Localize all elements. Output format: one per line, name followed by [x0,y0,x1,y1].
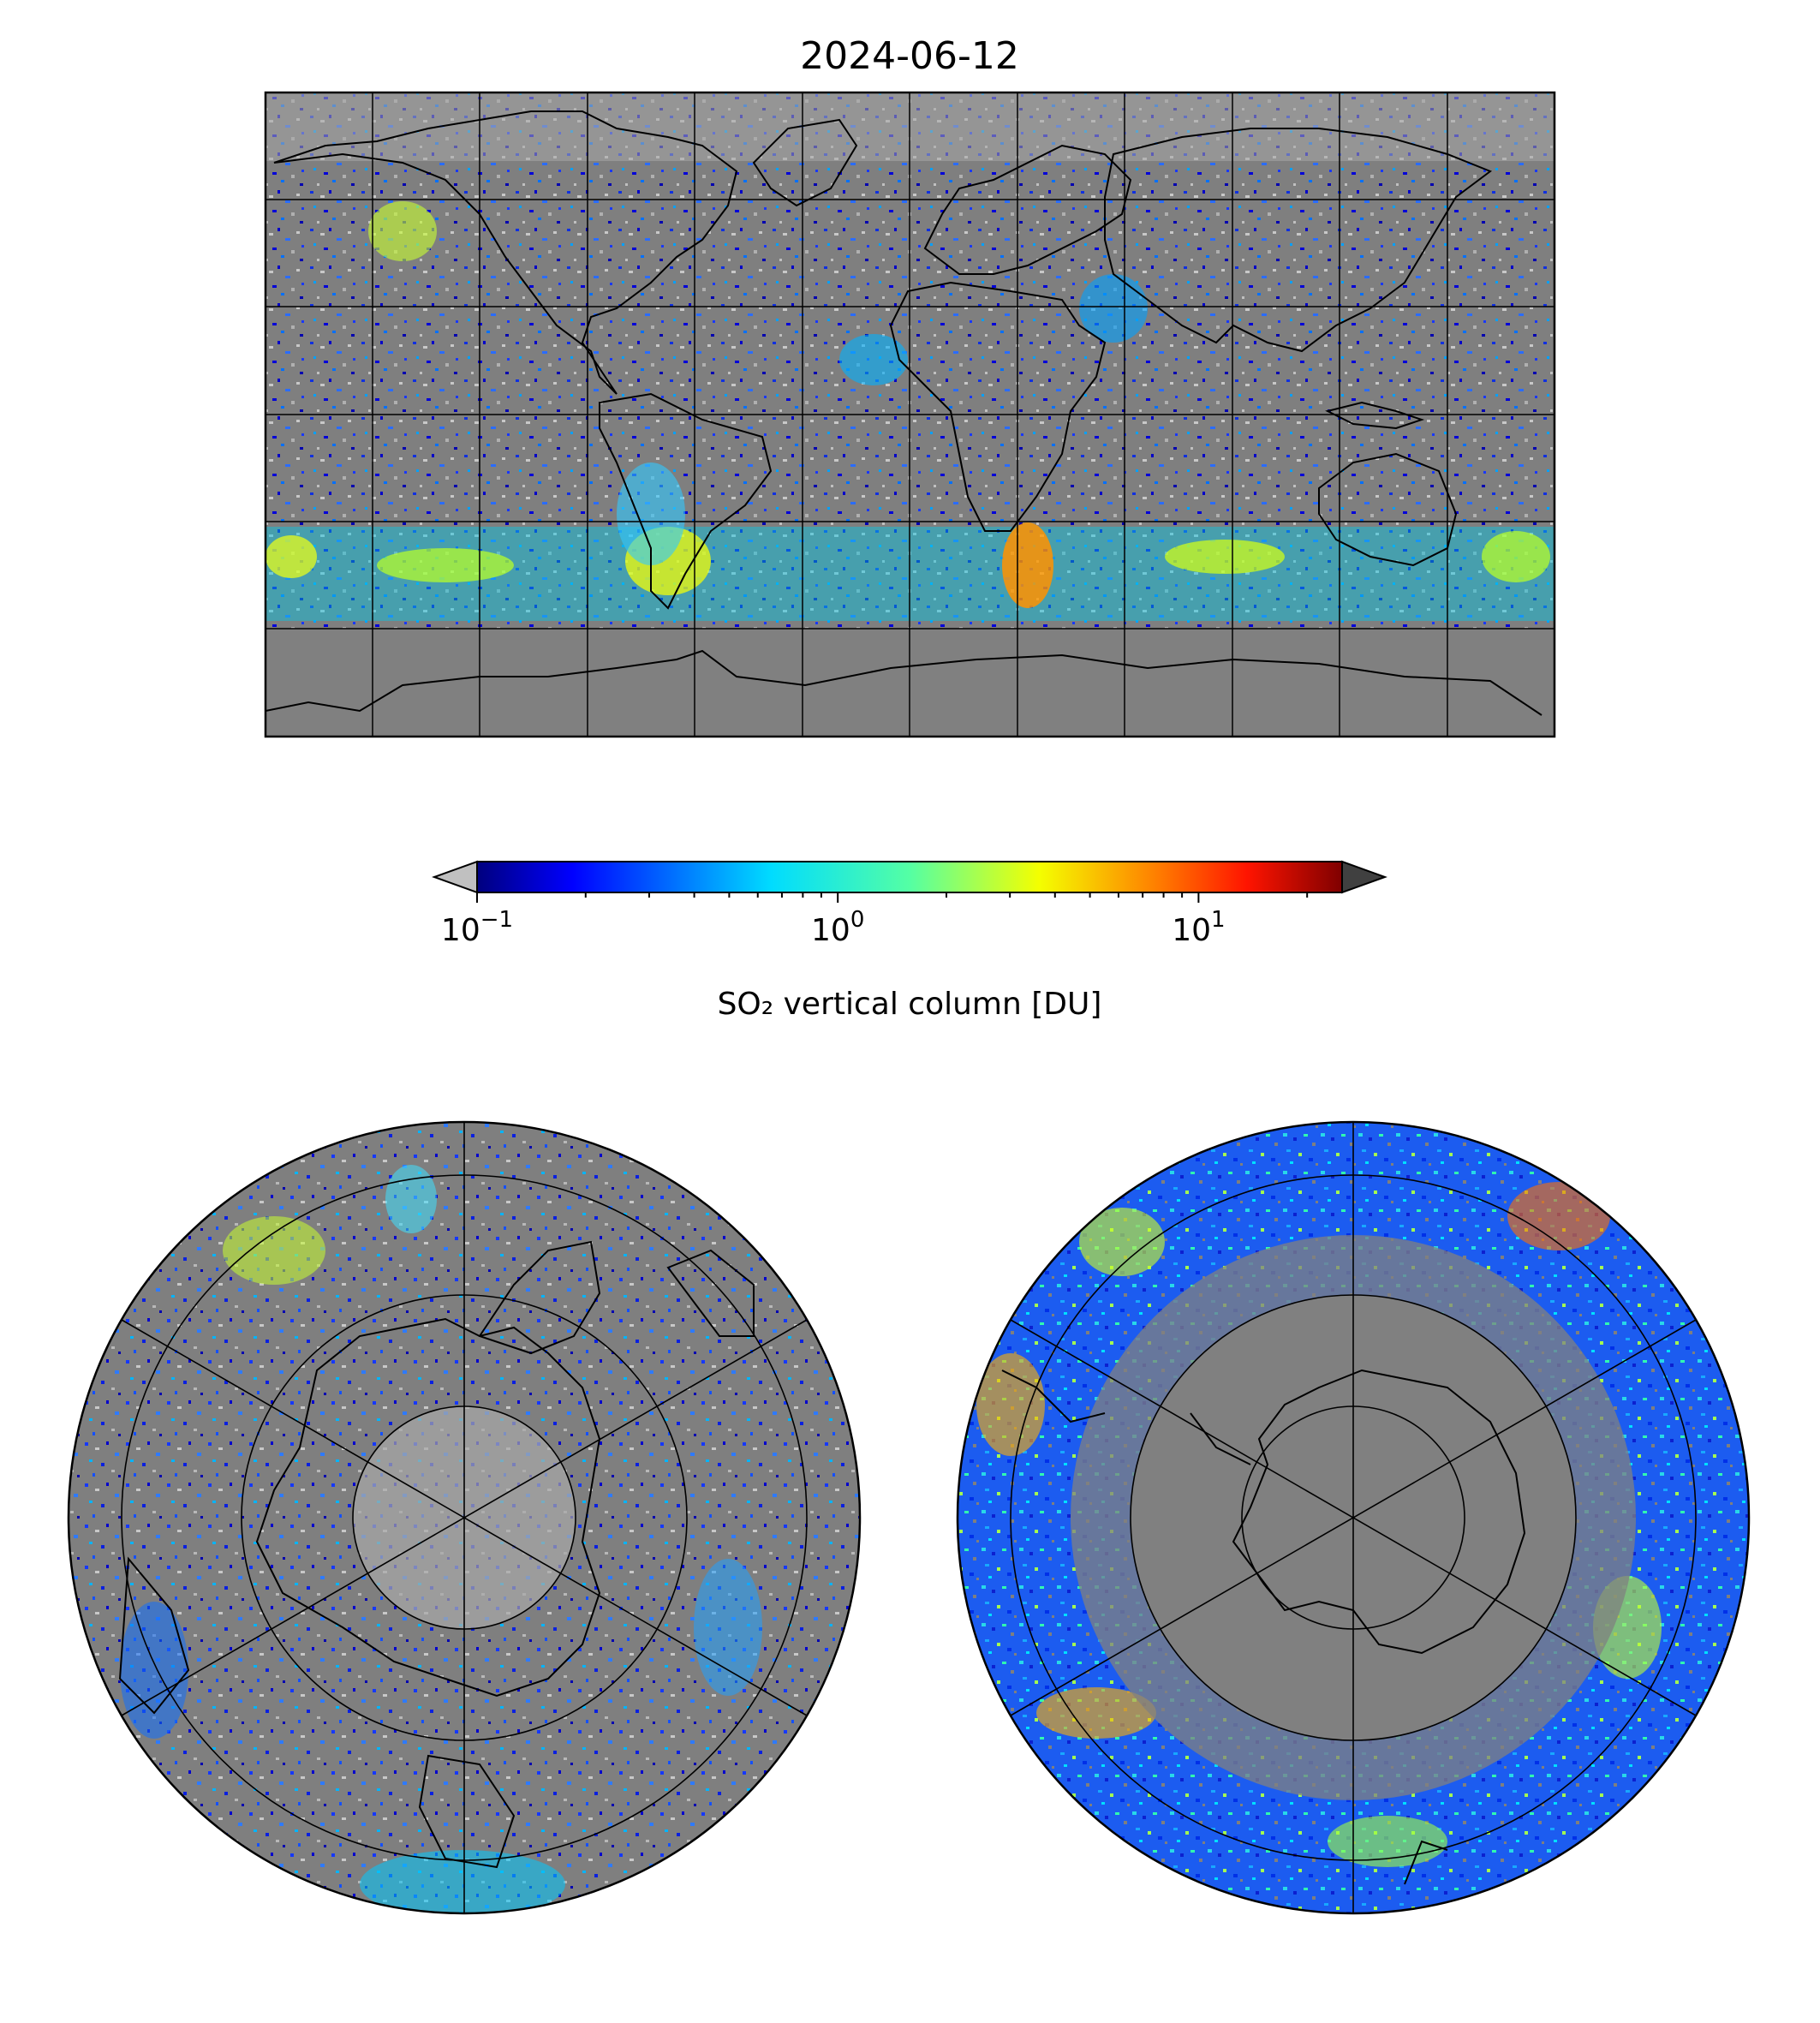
colorbar-extend-min [432,860,478,894]
colorbar-label: SO₂ vertical column [DU] [718,987,1102,1022]
north-polar-map [67,1120,862,1915]
world-gridlines [266,92,1554,737]
coastlines [266,110,1543,716]
north-gridlines [121,1122,808,1913]
colorbar-extend-max [1341,860,1387,894]
world-map [266,92,1554,737]
colorbar-tick-label: 100 [811,907,864,948]
world-map-frame [264,91,1556,738]
colorbar-tick-label: 10−1 [441,907,513,948]
south-coastlines [1001,1369,1526,1885]
colorbar: 10−1 100 101 SO₂ vertical column [DU] [432,860,1387,1022]
colorbar-tick-label: 101 [1172,907,1225,948]
colorbar-gradient [477,862,1342,892]
south-polar-map [956,1120,1751,1915]
south-gridlines [1010,1122,1697,1913]
figure-title: 2024-06-12 [800,34,1019,78]
north-coastlines [118,1240,755,1869]
